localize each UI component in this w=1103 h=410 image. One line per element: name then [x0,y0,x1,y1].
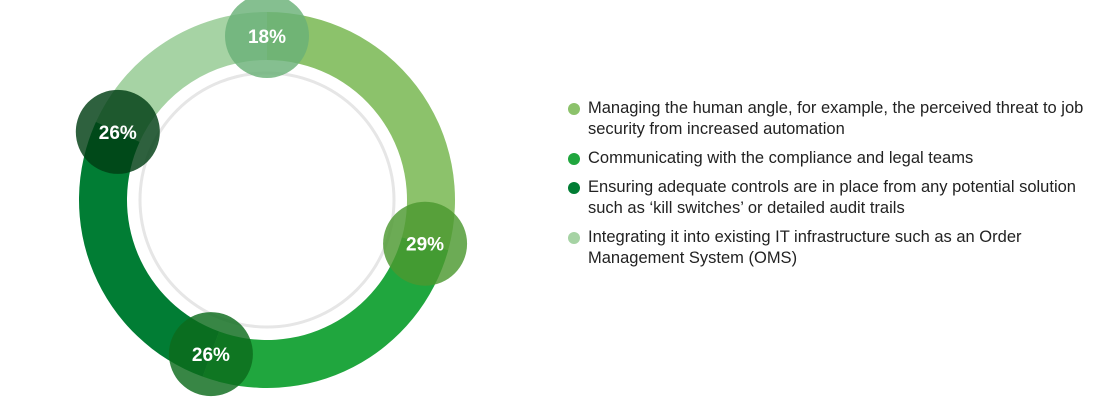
legend-dot-3 [568,182,580,194]
legend-label-2: Communicating with the compliance and le… [588,149,974,167]
percent-label-4: 18% [248,27,286,48]
legend-dot-2 [568,153,580,165]
donut-slice-2 [202,237,449,388]
percent-label-2: 26% [192,345,230,366]
percent-badge-4 [225,0,309,78]
badges-group: 29% 26% 26% 18% [75,0,468,397]
legend: Managing the human angle, for example, t… [568,98,1093,277]
legend-item-2: Communicating with the compliance and le… [568,148,1093,169]
percent-badge-1 [383,201,468,286]
legend-label-3: Ensuring adequate controls are in place … [588,178,1076,217]
donut-chart: 29% 26% 26% 18% [75,0,468,397]
legend-item-3: Ensuring adequate controls are in place … [568,177,1093,219]
legend-item-4: Integrating it into existing IT infrastr… [568,227,1093,269]
percent-badge-3 [75,89,160,174]
donut-slice-3 [78,121,220,377]
inner-ring [138,71,396,329]
legend-item-1: Managing the human angle, for example, t… [568,98,1093,140]
legend-label-4: Integrating it into existing IT infrastr… [588,228,1022,267]
legend-label-1: Managing the human angle, for example, t… [588,99,1084,138]
legend-dot-1 [568,103,580,115]
percent-badge-2 [168,312,253,397]
donut-slice-1 [267,12,456,251]
percent-label-1: 29% [406,235,444,256]
legend-dot-4 [568,232,580,244]
percent-label-3: 26% [99,123,137,144]
